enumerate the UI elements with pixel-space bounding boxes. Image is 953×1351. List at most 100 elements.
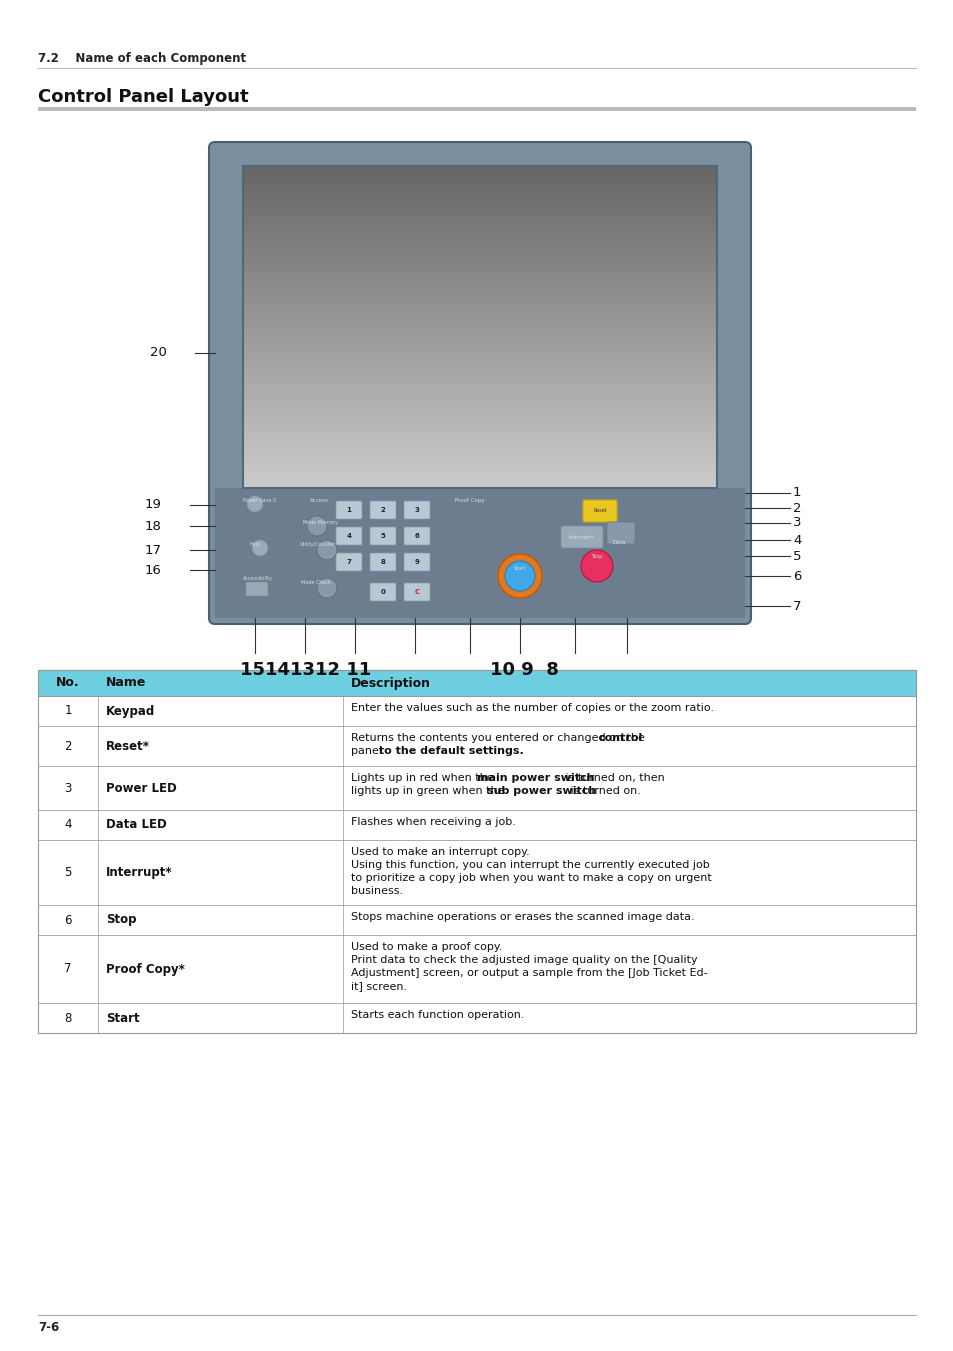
Bar bbox=[243, 311, 717, 317]
Bar bbox=[243, 450, 717, 457]
Bar bbox=[243, 424, 717, 430]
Text: Description: Description bbox=[351, 677, 431, 689]
Bar bbox=[243, 343, 717, 350]
Bar bbox=[243, 338, 717, 345]
Bar bbox=[243, 215, 717, 220]
Circle shape bbox=[252, 540, 268, 557]
Text: Data LED: Data LED bbox=[106, 819, 167, 831]
Text: 7: 7 bbox=[346, 559, 351, 565]
Bar bbox=[243, 273, 717, 280]
Text: Adjustment] screen, or output a sample from the [Job Ticket Ed-: Adjustment] screen, or output a sample f… bbox=[351, 969, 707, 978]
FancyBboxPatch shape bbox=[403, 553, 430, 571]
Text: Flashes when receiving a job.: Flashes when receiving a job. bbox=[351, 817, 516, 827]
Bar bbox=[38, 670, 915, 1034]
Text: 4: 4 bbox=[792, 534, 801, 547]
Bar bbox=[243, 439, 717, 446]
Text: to the default settings.: to the default settings. bbox=[375, 746, 523, 757]
Text: 7: 7 bbox=[64, 962, 71, 975]
Bar bbox=[243, 257, 717, 263]
Text: is turned on, then: is turned on, then bbox=[561, 773, 664, 784]
Bar bbox=[243, 177, 717, 184]
FancyBboxPatch shape bbox=[403, 527, 430, 544]
Bar bbox=[243, 193, 717, 199]
Text: Used to make an interrupt copy.: Used to make an interrupt copy. bbox=[351, 847, 529, 857]
Text: it] screen.: it] screen. bbox=[351, 981, 407, 992]
Text: Start: Start bbox=[514, 566, 526, 571]
FancyBboxPatch shape bbox=[606, 521, 635, 544]
FancyBboxPatch shape bbox=[246, 582, 268, 596]
Text: sub power switch: sub power switch bbox=[486, 786, 596, 796]
Text: 9: 9 bbox=[415, 559, 419, 565]
Text: 20: 20 bbox=[150, 346, 167, 359]
Text: 1: 1 bbox=[64, 704, 71, 717]
FancyBboxPatch shape bbox=[335, 527, 361, 544]
Bar bbox=[243, 284, 717, 290]
Text: Stops machine operations or erases the scanned image data.: Stops machine operations or erases the s… bbox=[351, 912, 694, 921]
Text: panel: panel bbox=[351, 746, 381, 757]
Bar bbox=[243, 204, 717, 209]
Text: 15141312 11: 15141312 11 bbox=[240, 661, 371, 680]
Text: main power switch: main power switch bbox=[476, 773, 594, 784]
Text: business.: business. bbox=[351, 886, 403, 896]
Text: is turned on.: is turned on. bbox=[566, 786, 640, 796]
Bar bbox=[243, 182, 717, 189]
Text: Stop: Stop bbox=[106, 913, 136, 927]
Text: lights up in green when the: lights up in green when the bbox=[351, 786, 507, 796]
Bar bbox=[38, 840, 915, 905]
Bar bbox=[243, 236, 717, 242]
Text: Returns the contents you entered or changed on the: Returns the contents you entered or chan… bbox=[351, 734, 648, 743]
Bar bbox=[243, 199, 717, 204]
Text: 6: 6 bbox=[64, 913, 71, 927]
Text: Power LED: Power LED bbox=[106, 781, 176, 794]
Text: Access: Access bbox=[310, 499, 329, 503]
Text: 5: 5 bbox=[64, 866, 71, 880]
Bar bbox=[38, 935, 915, 1002]
Bar bbox=[243, 295, 717, 301]
Text: Reset*: Reset* bbox=[106, 739, 150, 753]
Bar bbox=[243, 455, 717, 462]
Bar bbox=[243, 413, 717, 419]
Text: to prioritize a copy job when you want to make a copy on urgent: to prioritize a copy job when you want t… bbox=[351, 873, 711, 884]
Text: Start: Start bbox=[106, 1012, 139, 1024]
Text: Name: Name bbox=[106, 677, 146, 689]
Bar bbox=[243, 300, 717, 307]
Text: 0: 0 bbox=[380, 589, 385, 594]
Text: Print data to check the adjusted image quality on the [Quality: Print data to check the adjusted image q… bbox=[351, 955, 697, 965]
Bar bbox=[243, 471, 717, 478]
Text: 6: 6 bbox=[792, 570, 801, 582]
Bar bbox=[243, 365, 717, 372]
Text: 2: 2 bbox=[64, 739, 71, 753]
Text: Proof Copy: Proof Copy bbox=[455, 499, 484, 503]
Bar bbox=[243, 278, 717, 285]
Bar bbox=[243, 226, 717, 231]
Bar bbox=[243, 376, 717, 382]
Text: 7: 7 bbox=[792, 600, 801, 612]
Bar bbox=[243, 419, 717, 424]
Bar bbox=[243, 305, 717, 312]
Text: Help: Help bbox=[250, 542, 261, 547]
Text: 4: 4 bbox=[346, 534, 351, 539]
Text: Lights up in red when the: Lights up in red when the bbox=[351, 773, 497, 784]
Text: 1: 1 bbox=[346, 507, 351, 513]
Circle shape bbox=[316, 540, 336, 561]
Bar bbox=[243, 403, 717, 408]
Bar bbox=[243, 327, 717, 334]
Bar bbox=[243, 188, 717, 193]
Text: Mode Check: Mode Check bbox=[301, 580, 331, 585]
Bar bbox=[243, 220, 717, 226]
Text: 5: 5 bbox=[380, 534, 385, 539]
Text: 17: 17 bbox=[145, 543, 162, 557]
Text: 19: 19 bbox=[145, 499, 162, 512]
Bar bbox=[243, 430, 717, 435]
Text: Proof Copy*: Proof Copy* bbox=[106, 962, 185, 975]
FancyBboxPatch shape bbox=[403, 584, 430, 601]
Bar bbox=[243, 354, 717, 361]
Bar bbox=[243, 267, 717, 274]
Text: 8: 8 bbox=[380, 559, 385, 565]
Bar bbox=[38, 811, 915, 840]
Text: 8: 8 bbox=[64, 1012, 71, 1024]
Bar bbox=[243, 240, 717, 247]
FancyBboxPatch shape bbox=[335, 553, 361, 571]
Text: Interrupt*: Interrupt* bbox=[106, 866, 172, 880]
Bar bbox=[243, 289, 717, 296]
